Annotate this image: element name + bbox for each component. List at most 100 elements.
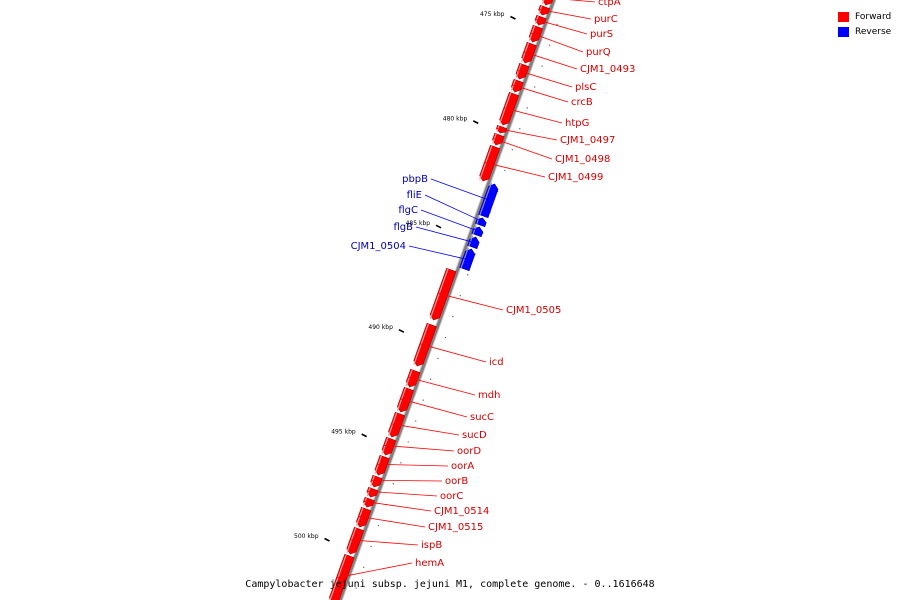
gene-label-crcB: crcB xyxy=(571,97,593,108)
tick-label-475: 475 kbp xyxy=(480,11,505,18)
gene-label-sucC: sucC xyxy=(470,412,494,423)
major-tick xyxy=(435,224,442,229)
gene-connector xyxy=(376,463,449,467)
gene-connector xyxy=(349,539,419,546)
gene-label-hemA: hemA xyxy=(415,558,444,569)
gene-label-ctpA: ctpA xyxy=(598,0,621,8)
gene-label-CJM1_0515: CJM1_0515 xyxy=(428,522,483,533)
gene-connector xyxy=(503,107,563,124)
minor-tick xyxy=(466,274,469,276)
gene-highlight xyxy=(366,487,371,497)
gene-connector xyxy=(407,376,476,396)
legend-item-reverse: Reverse xyxy=(838,24,891,39)
gene-connector xyxy=(517,69,573,88)
gene-label-oorB: oorB xyxy=(445,476,468,487)
gene-connector xyxy=(523,51,578,70)
minor-tick xyxy=(452,315,454,318)
tick-label-500: 500 kbp xyxy=(294,533,319,540)
gene-label-group: ctpA purC purS purQ CJM1_0493 plsC crcB htpG CJM… xyxy=(336,0,635,579)
minor-tick xyxy=(504,169,506,172)
reverse-swatch xyxy=(838,26,849,37)
gene-connector xyxy=(419,343,487,363)
gene-label-htpG: htpG xyxy=(565,118,589,129)
minor-tick xyxy=(556,23,558,26)
tick-label-490: 490 kbp xyxy=(368,324,393,331)
minor-tick xyxy=(392,482,395,485)
gene-htpG xyxy=(499,91,520,126)
minor-tick xyxy=(437,357,439,360)
gene-label-CJM1_0497: CJM1_0497 xyxy=(560,135,615,146)
minor-tick xyxy=(541,65,543,67)
gene-pbpB xyxy=(478,183,499,219)
gene-label-CJM1_0514: CJM1_0514 xyxy=(434,506,489,517)
gene-CJM1_0505 xyxy=(429,267,457,321)
gene-connector xyxy=(367,490,438,497)
minor-tick xyxy=(526,107,529,109)
minor-tick xyxy=(407,441,410,443)
gene-label-sucD: sucD xyxy=(462,430,487,441)
gene-connector xyxy=(535,18,588,35)
gene-highlight xyxy=(374,455,382,475)
gene-label-fliE: fliE xyxy=(407,190,422,201)
gene-label-CJM1_0493: CJM1_0493 xyxy=(580,64,635,75)
gene-connector xyxy=(568,0,596,3)
gene-connector xyxy=(511,84,569,103)
gene-icd xyxy=(413,322,437,367)
major-tick xyxy=(510,15,516,20)
gene-oorA xyxy=(374,454,390,476)
tick-label-495: 495 kbp xyxy=(331,429,356,436)
gene-connector xyxy=(400,398,468,418)
major-tick xyxy=(361,433,368,438)
major-tick xyxy=(324,537,330,542)
gene-connector xyxy=(492,137,553,160)
gene-label-CJM1_0505: CJM1_0505 xyxy=(506,305,561,316)
tick-label-485: 485 kbp xyxy=(406,220,431,227)
gene-connector xyxy=(358,515,426,528)
gene-label-oorD: oorD xyxy=(457,446,481,457)
minor-tick xyxy=(518,127,521,130)
gene-connector xyxy=(424,194,487,224)
minor-tick xyxy=(399,462,402,464)
legend-item-forward: Forward xyxy=(838,9,891,24)
gene-label-icd: icd xyxy=(489,357,504,368)
gene-connector xyxy=(530,32,584,53)
gene-label-flgB: flgB xyxy=(393,222,413,233)
backbone-group xyxy=(337,0,557,600)
gene-label-pbpB: pbpB xyxy=(402,174,428,185)
gene-highlight xyxy=(468,235,474,247)
gene-connector xyxy=(371,479,443,482)
gene-connector xyxy=(437,292,504,311)
gene-label-purQ: purQ xyxy=(586,47,611,58)
minor-tick xyxy=(370,545,372,548)
gene-highlight xyxy=(541,0,545,5)
major-tick xyxy=(398,328,405,333)
gene-label-oorA: oorA xyxy=(451,461,474,472)
gene-connector xyxy=(363,500,432,512)
gene-connector xyxy=(484,161,546,178)
gene-connector xyxy=(430,178,494,203)
gene-label-purS: purS xyxy=(590,29,613,40)
forward-swatch xyxy=(838,11,849,22)
gene-connector xyxy=(383,444,455,452)
gene-ctpA xyxy=(542,0,554,6)
gene-connector xyxy=(415,226,479,245)
minor-tick xyxy=(422,399,424,401)
minor-tick xyxy=(459,295,462,297)
minor-tick xyxy=(444,336,447,339)
gene-label-flgC: flgC xyxy=(398,205,418,216)
legend: Forward Reverse xyxy=(838,9,891,39)
backbone-line xyxy=(338,0,556,600)
gene-label-CJM1_0498: CJM1_0498 xyxy=(555,154,610,165)
minor-tick xyxy=(414,420,417,422)
gene-connector xyxy=(538,8,592,20)
minor-tick xyxy=(362,566,365,568)
major-tick xyxy=(472,120,479,125)
gene-label-oorC: oorC xyxy=(440,491,463,502)
genome-caption: Campylobacter jejuni subsp. jejuni M1, c… xyxy=(245,579,655,590)
gene-connector xyxy=(420,209,483,234)
gene-label-purC: purC xyxy=(594,14,618,25)
gene-label-plsC: plsC xyxy=(575,82,596,93)
gene-highlight xyxy=(329,554,347,600)
minor-tick xyxy=(511,148,514,151)
